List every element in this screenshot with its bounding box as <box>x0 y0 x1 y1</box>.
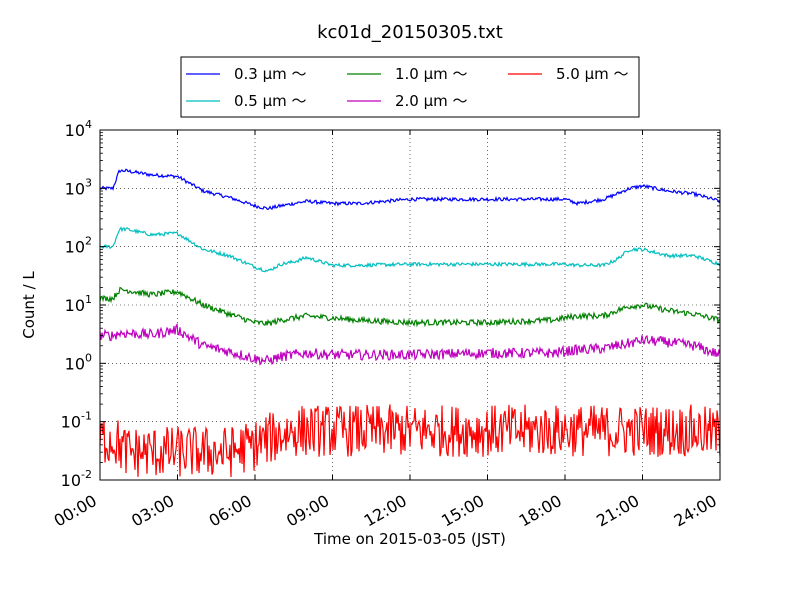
series-line-2 <box>99 286 721 328</box>
plot-area <box>99 129 721 481</box>
x-axis-label: Time on 2015-03-05 (JST) <box>313 530 506 548</box>
series-line-1 <box>99 226 721 273</box>
legend: 0.3 μm ～ 1.0 μm ～ 5.0 μm ～ 0.5 μm ～ 2.0 μm ～ <box>180 56 640 118</box>
y-tick-label: 10-2 <box>61 468 92 490</box>
legend-label: 2.0 μm ～ <box>395 92 468 110</box>
chart-title: kc01d_20150305.txt <box>317 22 503 43</box>
series-line-3 <box>99 322 721 366</box>
y-tick-label: 103 <box>65 176 92 198</box>
y-tick-label: 102 <box>65 235 92 257</box>
y-tick-label: 101 <box>65 293 92 315</box>
series-lines <box>99 168 721 478</box>
y-axis-label: Count / L <box>20 271 38 339</box>
grid-lines <box>100 130 720 480</box>
legend-label: 1.0 μm ～ <box>395 65 468 83</box>
y-tick-label: 100 <box>65 351 92 373</box>
y-tick-label: 104 <box>65 118 92 140</box>
series-line-4 <box>99 404 721 478</box>
axis-ticks <box>99 129 721 481</box>
legend-label: 0.5 μm ～ <box>234 92 307 110</box>
legend-label: 5.0 μm ～ <box>556 65 629 83</box>
legend-label: 0.3 μm ～ <box>234 65 307 83</box>
legend-box <box>180 56 640 118</box>
y-tick-label: 10-1 <box>61 410 92 432</box>
y-tick-labels: 10-2 10-1 100 101 102 103 104 <box>61 118 92 490</box>
series-line-0 <box>99 168 721 211</box>
